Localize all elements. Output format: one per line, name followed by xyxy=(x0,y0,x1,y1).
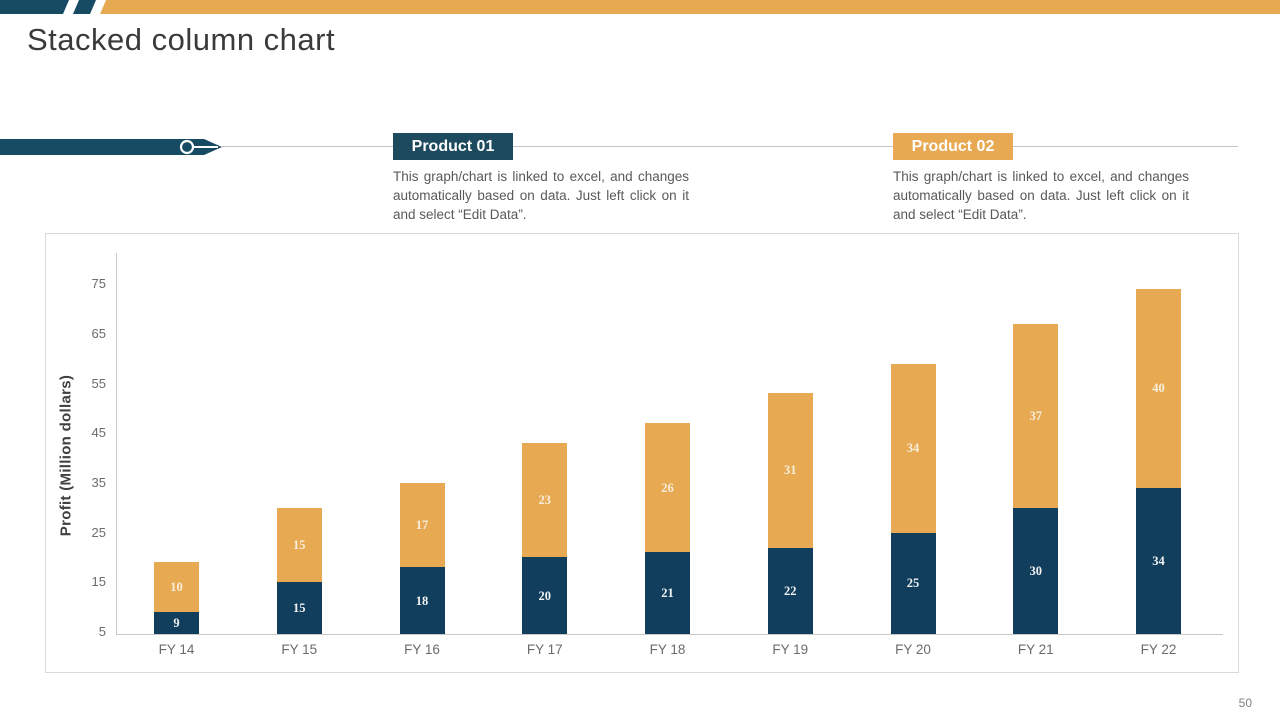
bar-value-label-product-01: 15 xyxy=(293,601,306,616)
bar-segment-product-01 xyxy=(767,547,813,634)
bar-segment-product-02 xyxy=(645,423,690,553)
bar-value-label-product-01: 20 xyxy=(538,588,552,603)
x-axis-category-label: FY 20 xyxy=(895,642,931,657)
x-axis-category-label: FY 15 xyxy=(281,642,318,657)
y-axis-tick-label: 65 xyxy=(91,325,106,341)
x-axis-category-label: FY 16 xyxy=(404,642,440,657)
stacked-column-chart[interactable]: Profit (Million dollars) 5 15 25 35 45 55 65 75… xyxy=(45,233,1239,673)
bar-segment-product-02 xyxy=(154,562,199,613)
legend-chip-product-01[interactable]: Product 01 xyxy=(393,133,513,160)
bar-value-label-product-02: 34 xyxy=(906,441,920,456)
y-axis-tick-label: 5 xyxy=(98,624,106,639)
page-title: Stacked column chart xyxy=(27,22,336,57)
divider-arrow-shape xyxy=(0,139,222,155)
header-orange-bar xyxy=(100,0,1280,14)
x-axis-category-label: FY 22 xyxy=(1140,642,1177,657)
bar-segment-product-01 xyxy=(522,557,568,634)
y-axis-tick-label: 55 xyxy=(91,375,106,391)
legend-description-product-01: This graph/chart is linked to excel, and… xyxy=(393,169,689,222)
x-axis-category-label: FY 17 xyxy=(526,642,563,657)
bar-segment-product-01 xyxy=(890,532,936,634)
bar-value-label-product-02: 40 xyxy=(1152,381,1165,396)
bar-value-label-product-02: 37 xyxy=(1029,408,1043,423)
bar-segment-product-02 xyxy=(767,393,813,548)
bar-segment-product-01 xyxy=(645,552,690,634)
bar-value-label-product-01: 21 xyxy=(661,586,674,601)
y-axis-tick-label: 15 xyxy=(91,574,106,590)
legend-card-product-01: Product 01 This graph/chart is linked to… xyxy=(393,133,693,224)
bar-value-label-product-01: 30 xyxy=(1029,563,1043,578)
header-stripe xyxy=(0,0,1280,14)
bar-segment-product-01 xyxy=(154,612,199,634)
y-axis-tick-label: 75 xyxy=(91,276,106,292)
x-axis-category-label: FY 18 xyxy=(649,642,686,657)
bar-value-label-product-01: 22 xyxy=(784,583,797,598)
y-axis-tick-label: 35 xyxy=(91,474,106,490)
divider-circle-icon xyxy=(179,139,195,155)
bar-segment-product-01 xyxy=(1136,487,1181,634)
bar-segment-product-02 xyxy=(890,363,936,533)
y-axis-tick-label: 25 xyxy=(91,524,106,540)
bar-value-label-product-02: 15 xyxy=(293,538,306,553)
x-axis-category-label: FY 19 xyxy=(772,642,809,657)
divider-arrow xyxy=(0,139,222,155)
y-axis-tick-label: 45 xyxy=(91,425,106,441)
legend-card-product-02: Product 02 This graph/chart is linked to… xyxy=(893,133,1193,224)
header-teal-bar xyxy=(0,0,69,14)
bar-segment-product-01 xyxy=(1013,507,1059,634)
bar-segment-product-02 xyxy=(522,443,568,558)
header-teal-slash xyxy=(73,0,96,14)
bar-value-label-product-01: 34 xyxy=(1152,553,1165,568)
bar-segment-product-02 xyxy=(1013,323,1059,508)
bar-value-label-product-02: 17 xyxy=(415,518,429,533)
bar-value-label-product-02: 10 xyxy=(170,580,183,595)
bar-segment-product-01 xyxy=(399,567,445,634)
bar-value-label-product-02: 26 xyxy=(661,480,674,495)
bar-segment-product-02 xyxy=(276,507,322,583)
bar-value-label-product-02: 31 xyxy=(784,463,797,478)
legend-chip-product-02[interactable]: Product 02 xyxy=(893,133,1013,160)
x-axis-line xyxy=(115,634,1223,635)
legend-description-product-02: This graph/chart is linked to excel, and… xyxy=(893,169,1189,222)
y-axis-line xyxy=(115,253,117,635)
x-axis-category-label: FY 14 xyxy=(158,642,195,657)
plot-area: 5 15 25 35 45 55 65 75 9 10 FY 14 15 15 FY 15 18 17 FY 1… xyxy=(46,234,1238,672)
bar-value-label-product-01: 25 xyxy=(906,576,920,591)
bar-value-label-product-01: 9 xyxy=(173,616,180,631)
x-axis-category-label: FY 21 xyxy=(1017,642,1054,657)
bar-segment-product-01 xyxy=(276,582,322,634)
divider-rule xyxy=(222,146,1238,147)
bar-segment-product-02 xyxy=(1136,289,1181,488)
bar-value-label-product-02: 23 xyxy=(538,493,552,508)
bar-segment-product-02 xyxy=(399,482,445,568)
page-number: 50 xyxy=(1238,696,1252,710)
bar-value-label-product-01: 18 xyxy=(415,593,429,608)
